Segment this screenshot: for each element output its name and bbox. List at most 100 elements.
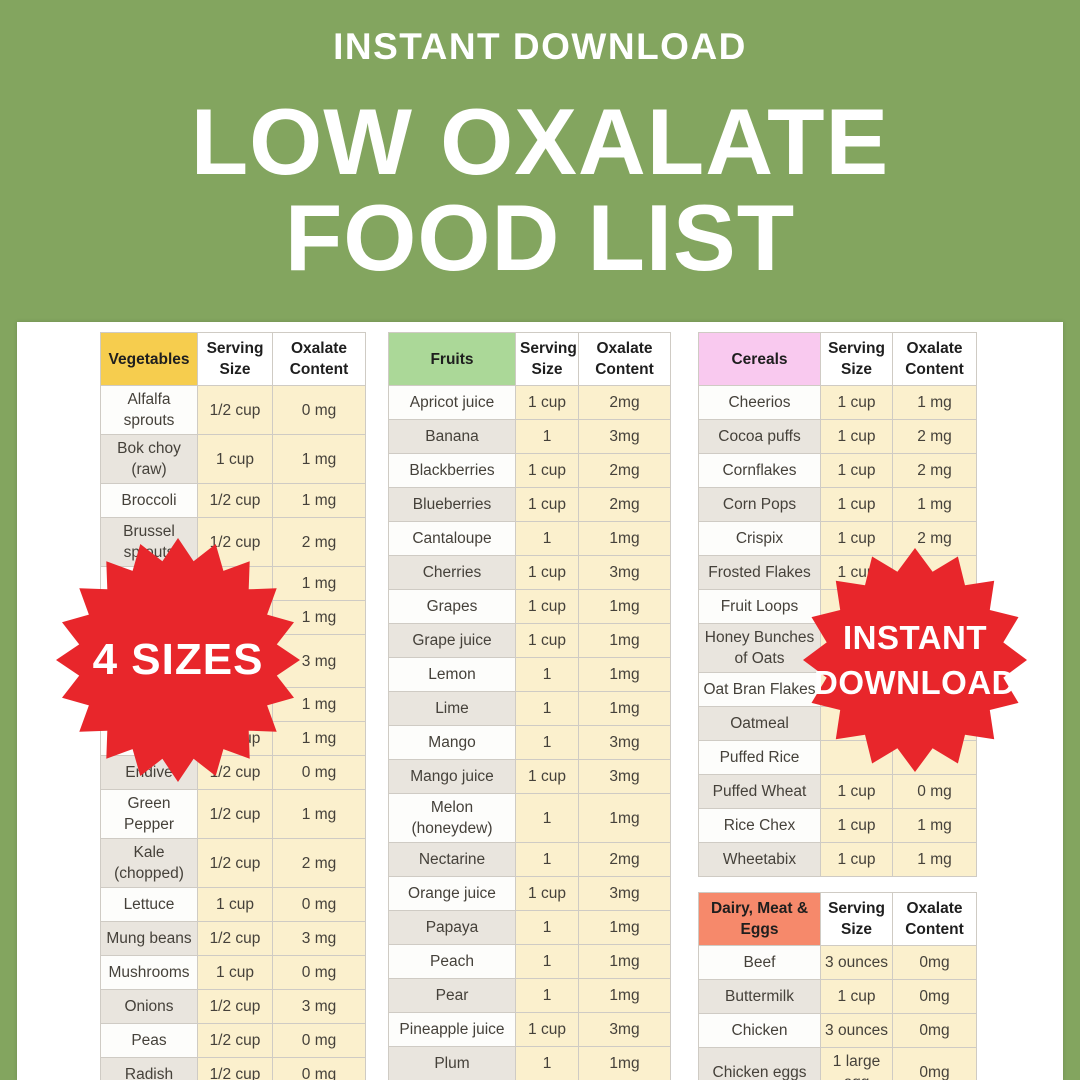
fruits-row-18-oxalate: 3mg [578, 1012, 671, 1047]
fruits-row: Apricot juice 1 cup 2mg [388, 385, 671, 420]
cereals-row-3-oxalate: 1 mg [892, 487, 977, 522]
fruits-row-14-name: Orange juice [388, 876, 516, 911]
fruits-row: Melon (honeydew) 1 1mg [388, 793, 671, 843]
vegetables-row-12-oxalate: 0 mg [272, 887, 366, 922]
dairy-row: Buttermilk 1 cup 0mg [698, 979, 977, 1014]
cereals-row-12-name: Rice Chex [698, 808, 821, 843]
vegetables-row-15-serving: 1/2 cup [197, 989, 273, 1024]
fruits-row: Pineapple juice 1 cup 3mg [388, 1012, 671, 1047]
cereals-row: Rice Chex 1 cup 1 mg [698, 808, 977, 843]
fruits-row-19-serving: 1 [515, 1046, 579, 1080]
cereals-row-0-serving: 1 cup [820, 385, 893, 420]
dairy-header-serving-size: Serving Size [820, 892, 893, 946]
vegetables-row-14-serving: 1 cup [197, 955, 273, 990]
fruits-row-0-oxalate: 2mg [578, 385, 671, 420]
fruits-row-1-name: Banana [388, 419, 516, 454]
fruits-row: Banana 1 3mg [388, 419, 671, 454]
vegetables-row-13-oxalate: 3 mg [272, 921, 366, 956]
vegetables-row-13-serving: 1/2 cup [197, 921, 273, 956]
fruits-row: Peach 1 1mg [388, 944, 671, 979]
cereals-row-12-serving: 1 cup [820, 808, 893, 843]
fruits-row-0-serving: 1 cup [515, 385, 579, 420]
fruits-row-3-oxalate: 2mg [578, 487, 671, 522]
vegetables-row-12-serving: 1 cup [197, 887, 273, 922]
fruits-row-16-oxalate: 1mg [578, 944, 671, 979]
fruits-row-4-serving: 1 [515, 521, 579, 556]
fruits-row-17-oxalate: 1mg [578, 978, 671, 1013]
cereals-row-6-name: Fruit Loops [698, 589, 821, 624]
cereals-header-category: Cereals [698, 332, 821, 386]
starburst-icon [56, 538, 300, 782]
fruits-row-1-oxalate: 3mg [578, 419, 671, 454]
vegetables-row-0-oxalate: 0 mg [272, 385, 366, 435]
vegetables-row-2-serving: 1/2 cup [197, 483, 273, 518]
vegetables-row-10-name: Green Pepper [100, 789, 198, 839]
vegetables-row-9-oxalate: 0 mg [272, 755, 366, 790]
cereals-row: Cornflakes 1 cup 2 mg [698, 453, 977, 488]
cereals-row-1-name: Cocoa puffs [698, 419, 821, 454]
fruits-row: Orange juice 1 cup 3mg [388, 876, 671, 911]
cereals-row-3-name: Corn Pops [698, 487, 821, 522]
four-sizes-badge: 4 SIZES [56, 538, 300, 782]
page-title: LOW OXALATE FOOD LIST [0, 94, 1080, 286]
vegetables-header-serving-size: Serving Size [197, 332, 273, 386]
instant-download-badge-line2: DOWNLOAD [814, 664, 1016, 701]
vegetables-row-2-oxalate: 1 mg [272, 483, 366, 518]
eyebrow-text: INSTANT DOWNLOAD [333, 26, 747, 67]
fruits-table: Fruits Serving Size Oxalate Content Apricot… [388, 332, 671, 1080]
fruits-row: Grapes 1 cup 1mg [388, 589, 671, 624]
vegetables-row-17-serving: 1/2 cup [197, 1057, 273, 1080]
cereals-row-7-name: Honey Bunches of Oats [698, 623, 821, 673]
fruits-row-13-oxalate: 2mg [578, 842, 671, 877]
cereals-row-4-oxalate: 2 mg [892, 521, 977, 556]
fruits-row-1-serving: 1 [515, 419, 579, 454]
instant-download-badge: INSTANT DOWNLOAD [803, 548, 1027, 772]
vegetables-row-2-name: Broccoli [100, 483, 198, 518]
fruits-row-19-oxalate: 1mg [578, 1046, 671, 1080]
vegetables-header-category: Vegetables [100, 332, 198, 386]
fruits-row-14-oxalate: 3mg [578, 876, 671, 911]
fruits-row-7-serving: 1 cup [515, 623, 579, 658]
cereals-row-11-oxalate: 0 mg [892, 774, 977, 809]
cereals-row-9-name: Oatmeal [698, 706, 821, 741]
dairy-row: Chicken 3 ounces 0mg [698, 1013, 977, 1048]
cereals-row-4-name: Crispix [698, 521, 821, 556]
dairy-row-0-serving: 3 ounces [820, 945, 893, 980]
fruits-row-0-name: Apricot juice [388, 385, 516, 420]
fruits-row-11-name: Mango juice [388, 759, 516, 794]
vegetables-row: Green Pepper 1/2 cup 1 mg [100, 789, 366, 839]
cereals-row: Corn Pops 1 cup 1 mg [698, 487, 977, 522]
cereals-row: Cocoa puffs 1 cup 2 mg [698, 419, 977, 454]
fruits-row-11-serving: 1 cup [515, 759, 579, 794]
dairy-row-1-serving: 1 cup [820, 979, 893, 1014]
vegetables-row-17-name: Radish [100, 1057, 198, 1080]
cereals-header-serving-size: Serving Size [820, 332, 893, 386]
cereals-row: Cheerios 1 cup 1 mg [698, 385, 977, 420]
vegetables-row-0-serving: 1/2 cup [197, 385, 273, 435]
fruits-row-7-name: Grape juice [388, 623, 516, 658]
cereals-row-2-oxalate: 2 mg [892, 453, 977, 488]
four-sizes-badge-label: 4 SIZES [92, 635, 264, 684]
fruits-row-13-serving: 1 [515, 842, 579, 877]
cereals-row-2-name: Cornflakes [698, 453, 821, 488]
fruits-row-12-oxalate: 1mg [578, 793, 671, 843]
dairy-row-3-name: Chicken eggs [698, 1047, 821, 1080]
dairy-row-2-name: Chicken [698, 1013, 821, 1048]
dairy-row-2-oxalate: 0mg [892, 1013, 977, 1048]
fruits-row-5-serving: 1 cup [515, 555, 579, 590]
fruits-row-6-name: Grapes [388, 589, 516, 624]
fruits-row-4-oxalate: 1mg [578, 521, 671, 556]
fruits-row-17-serving: 1 [515, 978, 579, 1013]
fruits-row-18-name: Pineapple juice [388, 1012, 516, 1047]
fruits-row-19-name: Plum [388, 1046, 516, 1080]
dairy-row-1-oxalate: 0mg [892, 979, 977, 1014]
cereals-row-2-serving: 1 cup [820, 453, 893, 488]
dairy-row-3-serving: 1 large egg [820, 1047, 893, 1080]
fruits-row-7-oxalate: 1mg [578, 623, 671, 658]
fruits-row-12-serving: 1 [515, 793, 579, 843]
dairy-row: Beef 3 ounces 0mg [698, 945, 977, 980]
vegetables-row: Peas 1/2 cup 0 mg [100, 1023, 366, 1058]
vegetables-row: Lettuce 1 cup 0 mg [100, 887, 366, 922]
